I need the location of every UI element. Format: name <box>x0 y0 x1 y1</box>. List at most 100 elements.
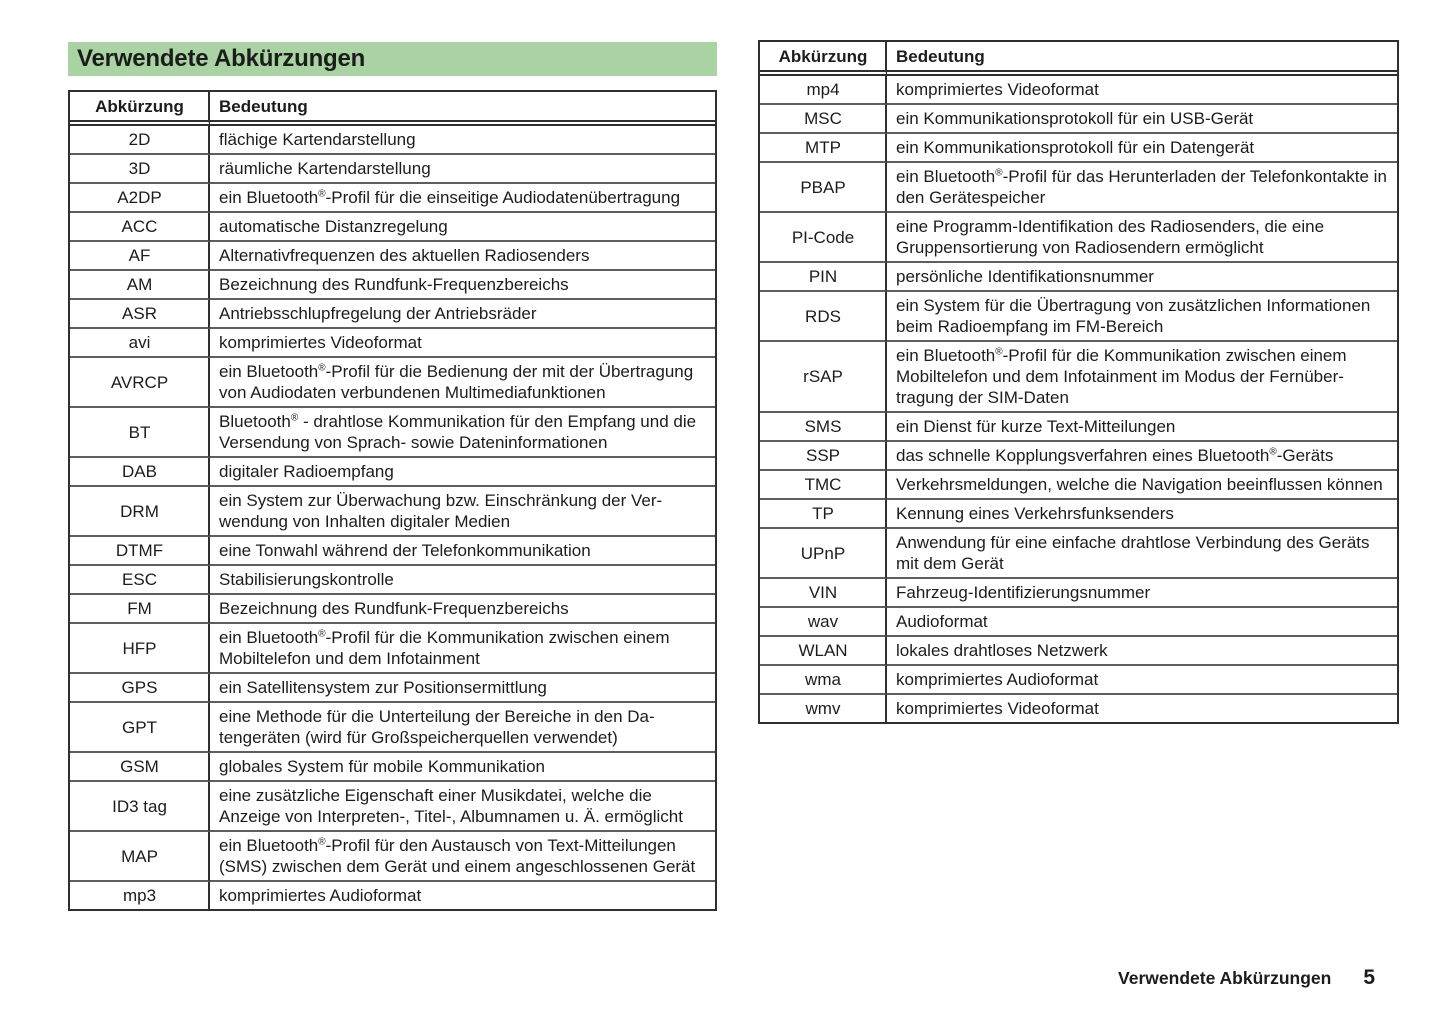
abbreviation-cell: VIN <box>760 579 887 608</box>
table-header-row: Abkürzung Bedeutung <box>70 92 715 126</box>
meaning-cell: persönliche Identifikationsnummer <box>887 263 1397 292</box>
table-row: DRM ein System zur Überwachung bzw. Einsc… <box>70 487 715 537</box>
meaning-cell: lokales drahtloses Netzwerk <box>887 637 1397 666</box>
abbreviation-cell: A2DP <box>70 184 210 213</box>
abbreviation-cell: FM <box>70 595 210 624</box>
table-row: wma komprimiertes Audioformat <box>760 666 1397 695</box>
abbreviation-cell: MTP <box>760 134 887 163</box>
meaning-cell: Stabilisierungskontrolle <box>210 566 715 595</box>
table-row: AF Alternativfrequenzen des aktuellen Rad… <box>70 242 715 271</box>
right-table-body: mp4 komprimiertes Videoformat MSC ein Kommu… <box>760 76 1397 722</box>
meaning-cell: räumliche Kartendarstellung <box>210 155 715 184</box>
page-title: Verwendete Abkürzungen <box>77 45 366 72</box>
table-row: wav Audioformat <box>760 608 1397 637</box>
table-header-row: Abkürzung Bedeutung <box>760 42 1397 76</box>
abbreviation-cell: ASR <box>70 300 210 329</box>
abbreviation-cell: WLAN <box>760 637 887 666</box>
table-row: DAB digitaler Radioempfang <box>70 458 715 487</box>
abbreviation-cell: MSC <box>760 105 887 134</box>
abbreviation-cell: wma <box>760 666 887 695</box>
meaning-cell: Anwendung für eine einfache drahtlose Ve… <box>887 529 1397 579</box>
meaning-cell: ein Bluetooth®-Profil für die einseitige… <box>210 184 715 213</box>
column-header-meaning: Bedeutung <box>887 42 1397 76</box>
table-row: BT Bluetooth® - drahtlose Kommunikation f… <box>70 408 715 458</box>
meaning-cell: komprimiertes Videoformat <box>210 329 715 358</box>
meaning-cell: eine Tonwahl während der Telefonkommunik… <box>210 537 715 566</box>
table-row: ESC Stabilisierungskontrolle <box>70 566 715 595</box>
meaning-cell: ein System zur Überwachung bzw. Einschrä… <box>210 487 715 537</box>
table-row: RDS ein System für die Übertragung von zu… <box>760 292 1397 342</box>
table-row: TP Kennung eines Verkehrsfunksenders <box>760 500 1397 529</box>
abbreviation-cell: ID3 tag <box>70 782 210 832</box>
section-title-bar: Verwendete Abkürzungen <box>68 42 717 76</box>
meaning-cell: globales System für mobile Kommunikation <box>210 753 715 782</box>
meaning-cell: Antriebsschlupfregelung der Antriebsräde… <box>210 300 715 329</box>
meaning-cell: komprimiertes Audioformat <box>219 886 422 905</box>
column-header-meaning: Bedeutung <box>210 92 715 126</box>
abbreviation-cell: rSAP <box>760 342 887 413</box>
table-row: wmv komprimiertes Videoformat <box>760 695 1397 722</box>
abbreviation-cell: PI-Code <box>760 213 887 263</box>
abbreviation-cell: wmv <box>760 695 887 722</box>
page-footer: Verwendete Abkürzungen 5 <box>1118 966 1375 990</box>
abbreviation-cell: TMC <box>760 471 887 500</box>
table-row: A2DP ein Bluetooth®-Profil für die einsei… <box>70 184 715 213</box>
meaning-cell: Fahrzeug-Identifizierungsnummer <box>887 579 1397 608</box>
meaning-cell: komprimiertes Videoformat <box>896 699 1099 718</box>
table-row: 3D räumliche Kartendarstellung <box>70 155 715 184</box>
table-row: rSAP ein Bluetooth®-Profil für die Kommun… <box>760 342 1397 413</box>
abbreviation-cell: ACC <box>70 213 210 242</box>
abbreviation-cell: DAB <box>70 458 210 487</box>
footer-section-title: Verwendete Abkürzungen <box>1118 968 1332 988</box>
meaning-cell: Audioformat <box>887 608 1397 637</box>
abbreviation-cell: SMS <box>760 413 887 442</box>
meaning-cell: automatische Distanzregelung <box>210 213 715 242</box>
abbreviation-cell: wav <box>760 608 887 637</box>
column-header-abbreviation: Abkürzung <box>760 42 887 76</box>
abbreviation-cell: 3D <box>70 155 210 184</box>
abbreviations-table-right: Abkürzung Bedeutung mp4 komprimiertes Vid… <box>758 40 1399 724</box>
meaning-cell: ein Kommunikationsprotokoll für ein USB-… <box>887 105 1397 134</box>
left-column: Verwendete Abkürzungen Abkürzung Bedeutu… <box>68 42 717 911</box>
table-row: DTMF eine Tonwahl während der Telefonkomm… <box>70 537 715 566</box>
meaning-cell: ein Dienst für kurze Text-Mitteilungen <box>887 413 1397 442</box>
meaning-cell: ein Bluetooth®-Profil für die Bedienung … <box>210 358 715 408</box>
meaning-cell: ein Bluetooth®-Profil für den Austausch … <box>210 832 715 882</box>
table-row: TMC Verkehrsmeldungen, welche die Navigat… <box>760 471 1397 500</box>
abbreviation-cell: ESC <box>70 566 210 595</box>
meaning-cell: eine zusätzliche Eigenschaft einer Musik… <box>210 782 715 832</box>
meaning-cell: Alternativfrequenzen des aktuellen Radio… <box>210 242 715 271</box>
table-row: 2D flächige Kartendarstellung <box>70 126 715 155</box>
abbreviation-cell: PBAP <box>760 163 887 213</box>
abbreviations-table-left: Abkürzung Bedeutung 2D flächige Kartendar… <box>68 90 717 911</box>
table-row: ACC automatische Distanzregelung <box>70 213 715 242</box>
table-row: MAP ein Bluetooth®-Profil für den Austaus… <box>70 832 715 882</box>
page-number: 5 <box>1363 966 1375 989</box>
meaning-cell: eine Programm-Identifikation des Radiose… <box>887 213 1397 263</box>
table-row: WLAN lokales drahtloses Netzwerk <box>760 637 1397 666</box>
meaning-cell: flächige Kartendarstellung <box>210 126 715 155</box>
abbreviation-cell: MAP <box>70 832 210 882</box>
meaning-cell: komprimiertes Videoformat <box>887 76 1397 105</box>
table-row: PI-Code eine Programm-Identifikation des … <box>760 213 1397 263</box>
table-row: mp3 komprimiertes Audioformat <box>70 882 715 909</box>
meaning-cell: ein System für die Übertragung von zusät… <box>887 292 1397 342</box>
meaning-cell: ein Bluetooth®-Profil für das Herunterla… <box>887 163 1397 213</box>
abbreviation-cell: BT <box>70 408 210 458</box>
table-row: ASR Antriebsschlupfregelung der Antriebsr… <box>70 300 715 329</box>
meaning-cell: digitaler Radioempfang <box>210 458 715 487</box>
abbreviation-cell: AM <box>70 271 210 300</box>
table-row: SMS ein Dienst für kurze Text-Mitteilunge… <box>760 413 1397 442</box>
table-row: PBAP ein Bluetooth®-Profil für das Herunt… <box>760 163 1397 213</box>
table-row: mp4 komprimiertes Videoformat <box>760 76 1397 105</box>
meaning-cell: Verkehrsmeldungen, welche die Navigation… <box>887 471 1397 500</box>
abbreviation-cell: TP <box>760 500 887 529</box>
abbreviation-cell: GSM <box>70 753 210 782</box>
meaning-cell: Bluetooth® - drahtlose Kommunikation für… <box>210 408 715 458</box>
table-row: FM Bezeichnung des Rundfunk-Frequenzberei… <box>70 595 715 624</box>
table-row: GPT eine Methode für die Unterteilung der… <box>70 703 715 753</box>
table-row: MTP ein Kommunikationsprotokoll für ein D… <box>760 134 1397 163</box>
abbreviation-cell: AVRCP <box>70 358 210 408</box>
column-header-abbreviation: Abkürzung <box>70 92 210 126</box>
